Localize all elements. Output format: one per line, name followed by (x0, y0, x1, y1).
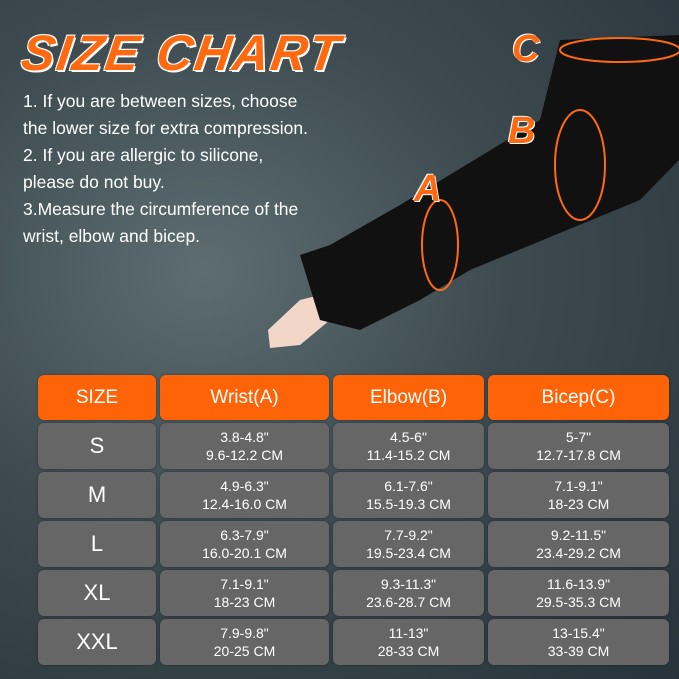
size-cell: XL (38, 570, 156, 616)
cm-value: 29.5-35.3 CM (536, 594, 621, 610)
cm-value: 12.4-16.0 CM (202, 496, 287, 512)
wrist-cell: 3.8-4.8" 9.6-12.2 CM (160, 423, 329, 469)
size-cell: S (38, 423, 156, 469)
note-line: 3.Measure the circumference of the (23, 199, 299, 219)
bicep-measure-ring (559, 37, 679, 63)
cm-value: 23.4-29.2 CM (536, 545, 621, 561)
note-line: 1. If you are between sizes, choose (23, 91, 298, 111)
header-wrist: Wrist(A) (160, 375, 329, 420)
cm-value: 9.6-12.2 CM (205, 447, 284, 463)
wrist-cell: 6.3-7.9" 16.0-20.1 CM (160, 521, 329, 567)
elbow-cell: 9.3-11.3" 23.6-28.7 CM (333, 570, 484, 616)
label-a: A (414, 168, 442, 210)
cm-value: 15.5-19.3 CM (366, 496, 451, 512)
size-cell: XXL (38, 619, 156, 665)
size-cell: L (38, 521, 156, 567)
label-c: C (512, 28, 540, 70)
inch-value: 5-7" (565, 429, 592, 445)
note-line: please do not buy. (23, 172, 165, 192)
cm-value: 18-23 CM (547, 496, 610, 512)
bicep-cell: 9.2-11.5" 23.4-29.2 CM (488, 521, 669, 567)
cm-value: 20-25 CM (213, 643, 276, 659)
inch-value: 7.1-9.1" (554, 478, 603, 494)
bicep-cell: 7.1-9.1" 18-23 CM (488, 472, 669, 518)
wrist-measure-ring (421, 199, 459, 291)
bicep-cell: 13-15.4" 33-39 CM (488, 619, 669, 665)
bicep-cell: 5-7" 12.7-17.8 CM (488, 423, 669, 469)
inch-value: 6.1-7.6" (384, 478, 433, 494)
elbow-cell: 4.5-6" 11.4-15.2 CM (333, 423, 484, 469)
cm-value: 33-39 CM (547, 643, 610, 659)
inch-value: 3.8-4.8" (220, 429, 269, 445)
wrist-cell: 7.1-9.1" 18-23 CM (160, 570, 329, 616)
cm-value: 18-23 CM (213, 594, 276, 610)
note-line: 2. If you are allergic to silicone, (23, 145, 264, 165)
size-cell: M (38, 472, 156, 518)
wrist-cell: 7.9-9.8" 20-25 CM (160, 619, 329, 665)
page-title: SIZE CHART (18, 25, 346, 81)
inch-value: 9.3-11.3" (380, 576, 437, 592)
header-size: SIZE (38, 375, 156, 420)
cm-value: 23.6-28.7 CM (366, 594, 451, 610)
elbow-cell: 7.7-9.2" 19.5-23.4 CM (333, 521, 484, 567)
inch-value: 11.6-13.9" (546, 576, 611, 592)
header-elbow: Elbow(B) (333, 375, 484, 420)
wrist-cell: 4.9-6.3" 12.4-16.0 CM (160, 472, 329, 518)
note-line: the lower size for extra compression. (23, 118, 308, 138)
elbow-cell: 6.1-7.6" 15.5-19.3 CM (333, 472, 484, 518)
inch-value: 7.9-9.8" (220, 625, 269, 641)
note-line: wrist, elbow and bicep. (23, 226, 201, 246)
cm-value: 12.7-17.8 CM (536, 447, 621, 463)
label-b: B (508, 110, 536, 152)
elbow-measure-ring (554, 109, 606, 221)
size-table: SIZE Wrist(A) Elbow(B) Bicep(C) S 3.8-4.8… (38, 375, 669, 665)
header-bicep: Bicep(C) (488, 375, 669, 420)
inch-value: 7.7-9.2" (384, 527, 433, 543)
inch-value: 13-15.4" (552, 625, 605, 641)
size-notes: 1. If you are between sizes, choose the … (23, 88, 308, 250)
arm-sleeve (300, 35, 679, 330)
inch-value: 4.9-6.3" (220, 478, 269, 494)
cm-value: 19.5-23.4 CM (366, 545, 451, 561)
inch-value: 4.5-6" (390, 429, 427, 445)
inch-value: 9.2-11.5" (550, 527, 607, 543)
cm-value: 11.4-15.2 CM (366, 447, 451, 463)
cm-value: 16.0-20.1 CM (202, 545, 287, 561)
bicep-cell: 11.6-13.9" 29.5-35.3 CM (488, 570, 669, 616)
inch-value: 11-13" (388, 625, 429, 641)
cm-value: 28-33 CM (377, 643, 440, 659)
elbow-cell: 11-13" 28-33 CM (333, 619, 484, 665)
inch-value: 7.1-9.1" (220, 576, 269, 592)
inch-value: 6.3-7.9" (220, 527, 269, 543)
